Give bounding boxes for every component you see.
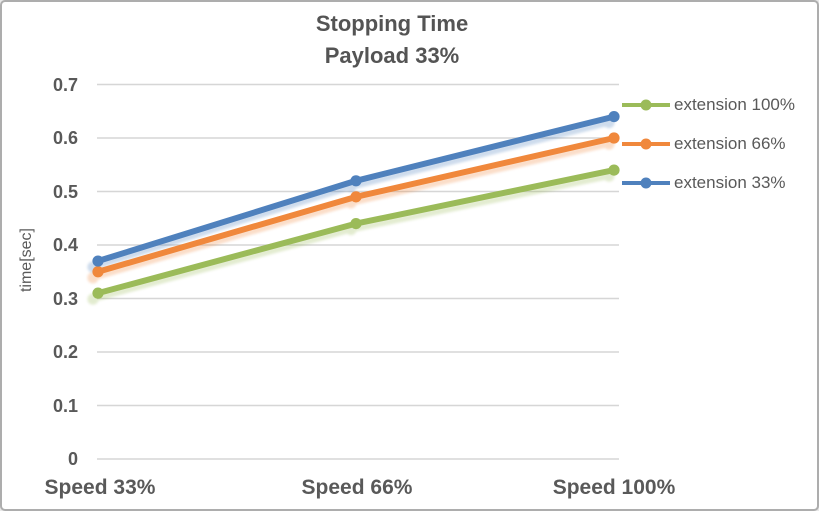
legend-line-marker-icon: [622, 138, 670, 149]
y-tick-label: 0.3: [52, 289, 78, 309]
chart-subtitle: Payload 33%: [324, 43, 460, 68]
y-tick-label: 0.6: [52, 128, 78, 148]
x-axis-label: Speed 33%: [44, 476, 156, 499]
legend: extension 100% extension 66% extension 3…: [620, 85, 817, 202]
legend-item: extension 66%: [620, 124, 817, 163]
y-tick-label: 0.5: [52, 182, 78, 202]
y-tick-label: 0.4: [52, 235, 78, 255]
legend-line-marker-icon: [622, 99, 670, 110]
chart-title-block: Stopping Time Payload 33%: [2, 8, 782, 72]
y-tick-label: 0.2: [52, 342, 78, 362]
legend-line-marker-icon: [622, 177, 670, 188]
y-tick-label: 0: [67, 449, 78, 469]
y-tick-label: 0.1: [52, 396, 78, 416]
x-axis-label: Speed 66%: [301, 476, 413, 499]
legend-item-label: extension 33%: [674, 172, 786, 192]
legend-item-label: extension 100%: [674, 94, 795, 114]
legend-item: extension 33%: [620, 163, 817, 202]
x-axis-label: Speed 100%: [552, 476, 676, 499]
y-tick-label: 0.7: [52, 75, 78, 95]
legend-item: extension 100%: [620, 85, 817, 124]
legend-item-label: extension 66%: [674, 133, 786, 153]
chart-title: Stopping Time: [315, 11, 469, 36]
